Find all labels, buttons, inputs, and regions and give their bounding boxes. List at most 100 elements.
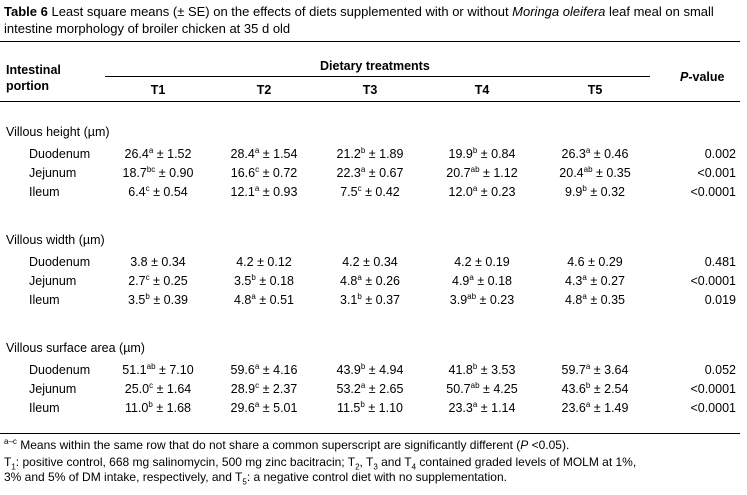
- cell-mean: 20.7: [446, 166, 471, 180]
- cell-se: 0.25: [163, 274, 188, 288]
- table-cell: 2.7c ± 0.25: [128, 272, 188, 288]
- table-cell: 21.2b ± 1.89: [336, 145, 404, 161]
- cell-se: 2.65: [379, 382, 404, 396]
- p-value-cell: 0.481: [704, 255, 736, 269]
- cell-mean: 4.8: [340, 274, 358, 288]
- table-cell: 20.4ab ± 0.35: [559, 164, 631, 180]
- p-value-cell: 0.002: [704, 147, 736, 161]
- cell-mean: 25.0: [124, 382, 150, 396]
- table-cell: 43.9b ± 4.94: [336, 361, 404, 377]
- cell-se: 0.67: [379, 166, 404, 180]
- cell-mean: 28.4: [230, 147, 255, 161]
- table-cell: 4.8a ± 0.35: [565, 291, 625, 307]
- row-label: Ileum: [29, 401, 60, 415]
- cell-superscript: ab: [583, 164, 593, 174]
- cell-se: 3.53: [491, 363, 516, 377]
- cell-mean: 12.0: [448, 185, 473, 199]
- p-value-cell: <0.001: [697, 166, 736, 180]
- row-label: Ileum: [29, 293, 60, 307]
- cell-se: 0.42: [375, 185, 400, 199]
- header-p-value: P-value: [680, 70, 725, 84]
- cell-superscript: a: [472, 183, 478, 193]
- cell-mean: 51.1: [122, 363, 147, 377]
- table-cell: 6.4c ± 0.54: [128, 183, 188, 199]
- table-cell: 50.7ab ± 4.25: [446, 380, 518, 396]
- cell-mean: 12.1: [230, 185, 255, 199]
- section-title: Villous width (µm): [6, 233, 105, 247]
- table-cell: 3.8 ± 0.34: [130, 255, 186, 269]
- cell-superscript: a: [469, 272, 474, 282]
- cell-mean: 29.6: [230, 401, 255, 415]
- header-dietary-treatments: Dietary treatments: [320, 59, 430, 73]
- cell-mean: 20.4: [559, 166, 584, 180]
- row-label: Duodenum: [29, 147, 91, 161]
- cell-superscript: b: [145, 291, 150, 301]
- cell-mean: 2.7: [128, 274, 146, 288]
- table-cell: 59.6a ± 4.16: [230, 361, 298, 377]
- footnote-treatments: T1: positive control, 668 mg salinomycin…: [4, 455, 637, 487]
- header-intestinal-portion: Intestinal portion: [6, 63, 61, 93]
- cell-se: 0.18: [269, 274, 294, 288]
- table-cell: 7.5c ± 0.42: [340, 183, 400, 199]
- cell-se: 0.34: [161, 255, 186, 269]
- section-title: Villous height (µm): [6, 125, 110, 139]
- cell-se: 1.49: [604, 401, 629, 415]
- cell-mean: 4.8: [234, 293, 252, 307]
- cell-superscript: ab: [470, 380, 480, 390]
- cell-se: 5.01: [273, 401, 298, 415]
- cell-se: 1.64: [166, 382, 192, 396]
- cell-mean: 19.9: [448, 147, 473, 161]
- table-cell: 43.6b ± 2.54: [561, 380, 629, 396]
- cell-superscript: b: [360, 145, 366, 155]
- cell-se: 4.94: [379, 363, 404, 377]
- row-label: Ileum: [29, 185, 60, 199]
- table-cell: 23.3a ± 1.14: [448, 399, 516, 415]
- cell-mean: 23.6: [561, 401, 586, 415]
- p-value-cell: <0.0001: [690, 185, 736, 199]
- p-value-cell: <0.0001: [690, 382, 736, 396]
- cell-se: 0.90: [169, 166, 194, 180]
- header-t3: T3: [362, 83, 378, 97]
- cell-superscript: a: [254, 399, 260, 409]
- cell-superscript: ab: [470, 164, 480, 174]
- cell-superscript: b: [472, 361, 478, 371]
- table-cell: 28.9c ± 2.37: [230, 380, 298, 396]
- cell-superscript: a: [254, 361, 260, 371]
- cell-se: 0.34: [373, 255, 398, 269]
- cell-superscript: b: [582, 183, 587, 193]
- table-cell: 12.0a ± 0.23: [448, 183, 516, 199]
- table-cell: 22.3a ± 0.67: [336, 164, 404, 180]
- cell-se: 1.14: [491, 401, 516, 415]
- table-cell: 59.7a ± 3.64: [561, 361, 629, 377]
- cell-superscript: a: [360, 380, 366, 390]
- cell-mean: 4.6: [567, 255, 585, 269]
- p-value-cell: <0.0001: [690, 401, 736, 415]
- table-cell: 23.6a ± 1.49: [561, 399, 629, 415]
- cell-superscript: a: [251, 291, 256, 301]
- cell-superscript: b: [360, 361, 366, 371]
- p-value-cell: 0.019: [704, 293, 736, 307]
- cell-mean: 59.6: [230, 363, 255, 377]
- table-caption: Table 6 Least square means (± SE) on the…: [4, 3, 739, 37]
- table-cell: 3.5b ± 0.18: [234, 272, 294, 288]
- cell-mean: 16.6: [230, 166, 256, 180]
- table-cell: 26.4a ± 1.52: [124, 145, 192, 161]
- cell-superscript: a: [582, 272, 587, 282]
- cell-se: 0.39: [163, 293, 188, 307]
- header-t2: T2: [256, 83, 272, 97]
- top-rule: [0, 41, 740, 42]
- cell-mean: 50.7: [446, 382, 471, 396]
- cell-mean: 26.3: [561, 147, 586, 161]
- table-cell: 19.9b ± 0.84: [448, 145, 516, 161]
- table-cell: 20.7ab ± 1.12: [446, 164, 518, 180]
- cell-superscript: b: [360, 399, 365, 409]
- cell-superscript: c: [145, 183, 150, 193]
- cell-se: 0.27: [600, 274, 625, 288]
- cell-superscript: c: [255, 164, 260, 174]
- table-cell: 4.8a ± 0.26: [340, 272, 400, 288]
- cell-mean: 59.7: [561, 363, 586, 377]
- table-cell: 11.5b ± 1.10: [336, 399, 403, 415]
- caption-text-2: leaf meal on small intestine morphology …: [4, 4, 714, 36]
- row-label: Jejunum: [29, 382, 77, 396]
